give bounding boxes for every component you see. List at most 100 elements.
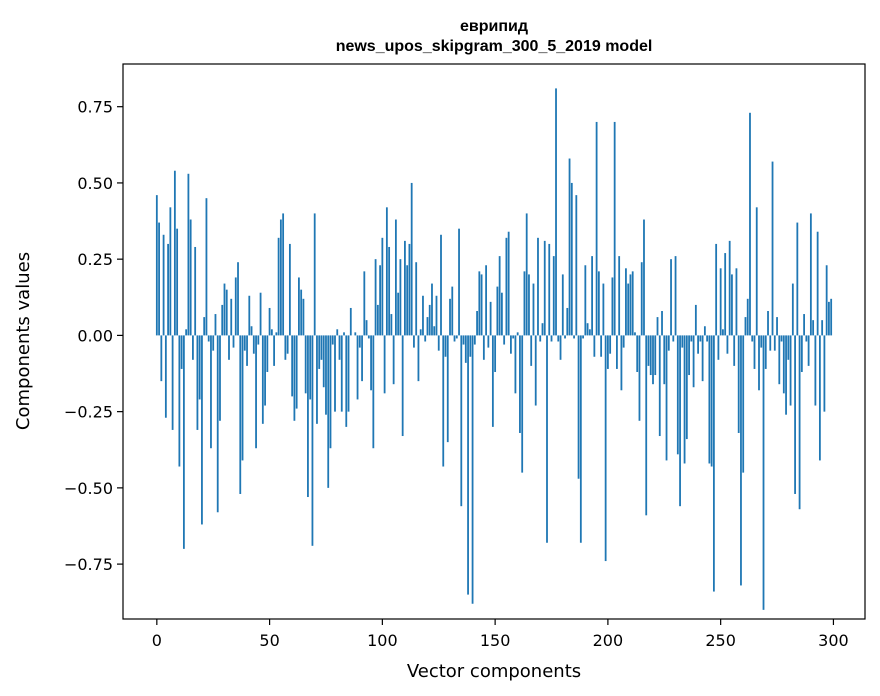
bar-19 — [198, 335, 201, 400]
bar-129 — [446, 335, 449, 443]
bar-278 — [782, 335, 785, 394]
bar-34 — [232, 335, 235, 348]
chart-title-line1: еврипид — [460, 18, 528, 35]
bar-94 — [367, 335, 370, 339]
bar-63 — [298, 277, 300, 336]
bar-55 — [279, 219, 282, 336]
bar-40 — [246, 335, 248, 366]
bar-135 — [460, 335, 463, 507]
bar-241 — [699, 335, 702, 342]
bar-43 — [252, 335, 255, 354]
bar-146 — [485, 265, 487, 336]
bar-174 — [548, 243, 551, 336]
bar-9 — [176, 228, 179, 336]
bar-298 — [828, 301, 830, 336]
bar-213 — [636, 335, 639, 372]
bar-239 — [694, 304, 697, 336]
bar-161 — [519, 335, 521, 433]
bar-268 — [760, 335, 763, 348]
bar-113 — [410, 182, 413, 336]
bar-280 — [787, 335, 790, 360]
x-tick-label: 150 — [480, 631, 511, 650]
bar-160 — [516, 332, 519, 336]
bar-299 — [830, 298, 833, 336]
bar-237 — [690, 335, 693, 342]
bar-101 — [383, 335, 386, 394]
bar-228 — [670, 259, 672, 336]
bar-212 — [634, 332, 636, 336]
bar-290 — [809, 213, 812, 336]
bar-192 — [588, 329, 591, 336]
bar-297 — [825, 265, 828, 336]
bar-8 — [173, 170, 176, 336]
chart-title-line2: news_upos_skipgram_300_5_2019 model — [336, 38, 653, 55]
bar-258 — [737, 335, 740, 433]
bar-242 — [701, 335, 704, 382]
bar-84 — [345, 335, 348, 427]
bar-93 — [365, 320, 368, 336]
bar-189 — [582, 335, 584, 339]
bar-68 — [309, 335, 312, 400]
bar-286 — [800, 335, 803, 372]
y-tick-label: 0.00 — [77, 326, 113, 345]
y-axis: −0.75 −0.50 −0.25 0.00 0.25 0.50 0.75 — [64, 98, 123, 574]
bar-98 — [376, 304, 379, 336]
bar-52 — [273, 335, 275, 366]
bar-148 — [489, 301, 492, 336]
bar-64 — [300, 289, 303, 336]
bar-109 — [401, 335, 404, 437]
bar-105 — [392, 335, 395, 385]
y-tick-label: 0.50 — [77, 174, 113, 193]
bar-244 — [706, 335, 709, 342]
bar-284 — [796, 222, 799, 336]
bar-58 — [286, 335, 289, 354]
bar-25 — [212, 335, 215, 351]
bar-168 — [534, 335, 537, 406]
bar-231 — [676, 335, 679, 455]
bar-125 — [437, 335, 440, 351]
bar-67 — [307, 335, 309, 498]
x-axis: 0 50 100 150 200 250 300 — [152, 619, 849, 650]
bar-10 — [178, 335, 181, 467]
bar-92 — [363, 271, 366, 336]
bar-22 — [205, 198, 208, 336]
bar-196 — [597, 271, 600, 336]
x-tick-label: 300 — [818, 631, 849, 650]
bar-283 — [794, 335, 796, 494]
bar-190 — [584, 265, 587, 336]
bar-152 — [498, 256, 501, 336]
bar-227 — [667, 335, 670, 351]
bar-229 — [672, 335, 675, 342]
bar-211 — [631, 271, 634, 336]
bar-51 — [270, 329, 273, 336]
bar-187 — [577, 335, 580, 479]
bar-140 — [471, 335, 474, 604]
x-tick-label: 250 — [705, 631, 736, 650]
bar-245 — [708, 335, 711, 464]
bar-90 — [358, 335, 361, 348]
bar-7 — [171, 335, 174, 430]
bar-37 — [239, 335, 242, 494]
bar-115 — [415, 262, 418, 336]
bar-147 — [487, 335, 490, 348]
bar-195 — [595, 121, 598, 336]
bar-47 — [261, 335, 264, 424]
bar-158 — [512, 335, 515, 339]
bar-210 — [629, 274, 632, 336]
bar-215 — [640, 262, 643, 336]
y-tick-label: −0.75 — [64, 555, 113, 574]
bar-273 — [771, 161, 774, 336]
bar-42 — [250, 326, 253, 336]
bar-276 — [778, 335, 781, 385]
bar-24 — [210, 335, 212, 449]
bar-238 — [692, 335, 695, 388]
bar-151 — [496, 286, 499, 336]
bar-13 — [185, 329, 188, 336]
bar-139 — [469, 335, 472, 357]
bar-203 — [613, 121, 616, 336]
bar-127 — [442, 335, 445, 467]
bar-103 — [388, 246, 391, 336]
bar-218 — [647, 335, 650, 366]
bar-204 — [616, 335, 618, 369]
